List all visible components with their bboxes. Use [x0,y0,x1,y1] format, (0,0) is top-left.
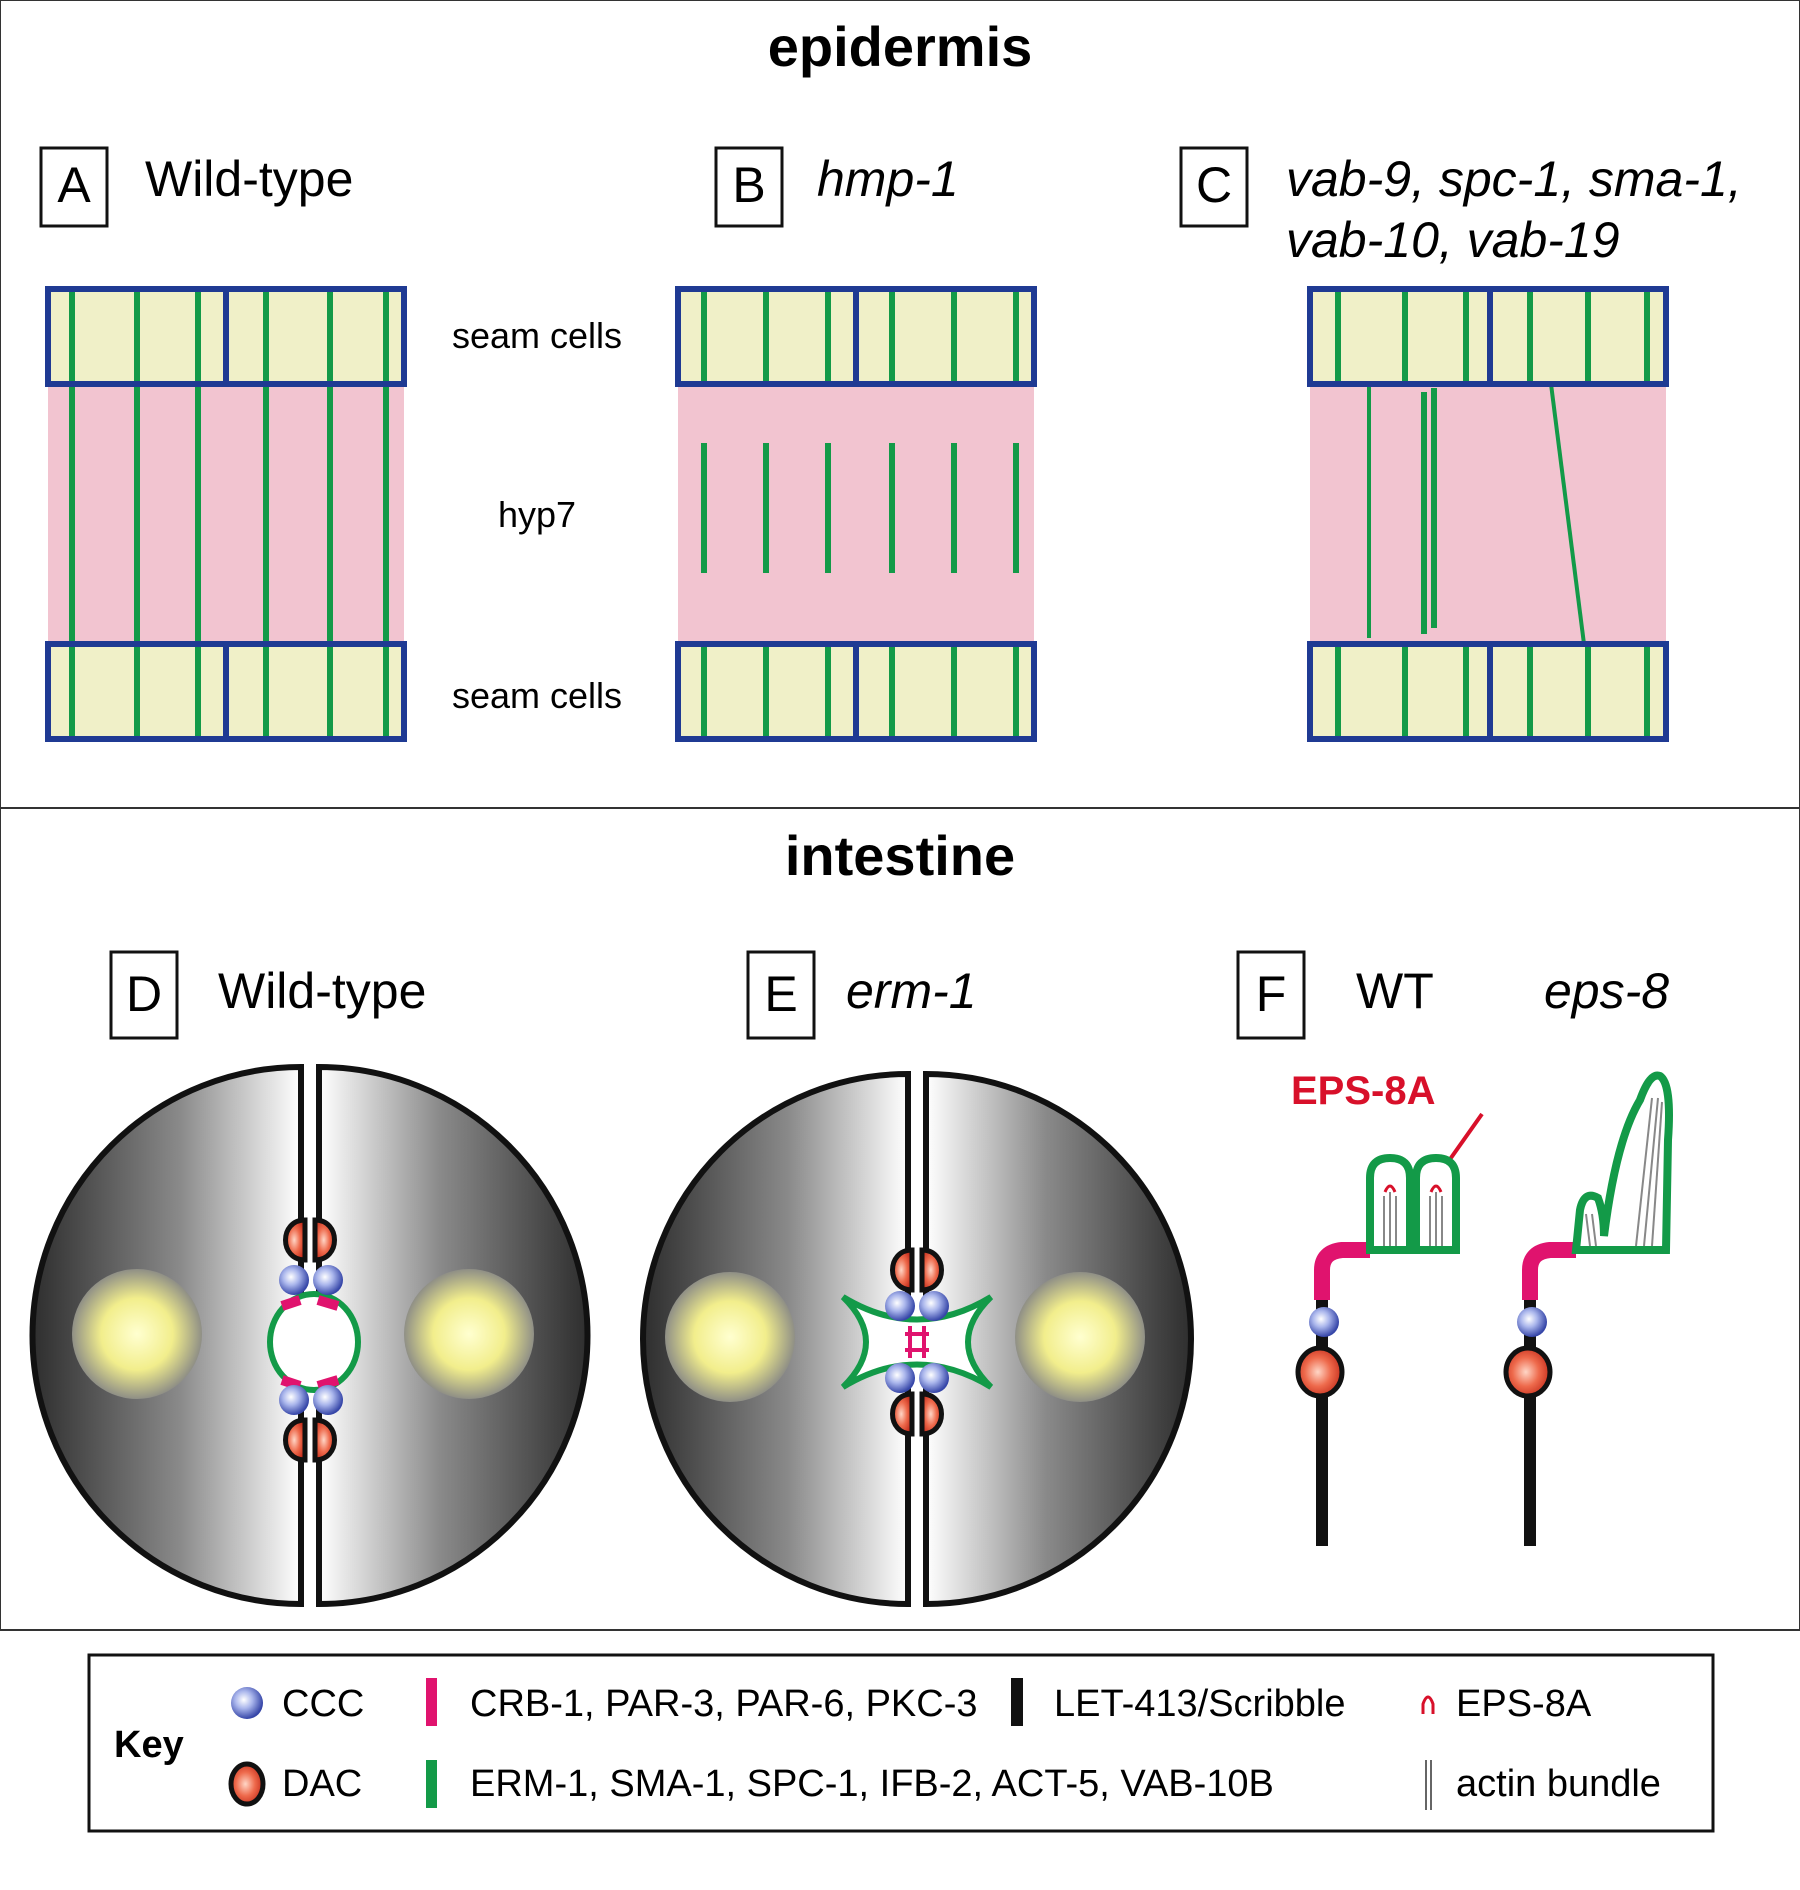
circumferential-actin-bundles [69,291,389,737]
panel-b-letter-box [714,146,784,228]
panel-b-letter: B [732,157,765,213]
nucleus-left [665,1272,795,1402]
panel-c-label-line2: vab-10, vab-19 [1286,212,1620,268]
eps8a-icon [1421,1695,1435,1714]
key-ccc-label: CCC [282,1683,364,1725]
panel-a-diagram [45,286,407,742]
hyp7-label: hyp7 [498,494,576,535]
green-bar-icon [426,1760,437,1808]
panel-e-letter: E [764,966,797,1022]
key-frame [87,1653,1715,1833]
panel-d-letter-box [109,950,179,1040]
key-legend: Key CCC DAC CRB-1, PAR-3, PAR-6, PKC-3 E… [87,1653,1715,1833]
key-item-erm1: ERM-1, SMA-1, SPC-1, IFB-2, ACT-5, VAB-1… [426,1760,1274,1808]
seam-actin-bundles [1335,291,1650,737]
nucleus-right [1015,1272,1145,1402]
detached-hyp7-actin-bundles [701,443,1019,573]
key-eps8a-label: EPS-8A [1456,1683,1592,1725]
hyp7-region [1310,384,1666,644]
ccc-icon [231,1687,263,1719]
disorganized-hyp7-actin-bundles [1367,383,1586,645]
panel-a-letter: A [57,157,91,213]
dac [1503,1345,1553,1399]
panel-c-diagram [1307,286,1669,742]
seam-cells-label-top: seam cells [452,315,622,356]
panel-e-letter-box [746,950,816,1040]
key-title: Key [114,1724,184,1766]
panel-d-diagram [29,1063,591,1608]
key-item-ccc: CCC [231,1683,364,1725]
panel-e-diagram [640,1070,1194,1608]
panel-d-label: Wild-type [218,963,426,1019]
nucleus-left [72,1269,202,1399]
panel-f-letter-box [1236,950,1306,1040]
panel-f-label-eps8: eps-8 [1544,963,1669,1019]
hyp7-region [678,384,1034,644]
eps8a-callout-label: EPS-8A [1291,1069,1436,1113]
dac-icon [228,1761,266,1807]
elongated-microvilli [1571,1071,1673,1254]
apical-polarity-complex [905,1326,929,1358]
panel-b-diagram [675,286,1037,742]
key-item-let413: LET-413/Scribble [1011,1678,1346,1726]
panel-c-letter-box [1179,146,1249,228]
black-bar-icon [1011,1678,1023,1726]
key-item-actin: actin bundle [1425,1760,1661,1810]
apical-polarity-complex [280,1295,340,1391]
key-let413-label: LET-413/Scribble [1054,1683,1346,1725]
seam-cell-borders [45,286,407,742]
panel-c-letter: C [1196,157,1232,213]
crb1-par-apical [1314,1242,1370,1300]
panel-c-label-line1: vab-9, spc-1, sma-1, [1286,151,1742,207]
epidermis-section: epidermis A Wild-type B hmp-1 C vab-9, s… [0,0,1800,809]
intestine-title: intestine [785,824,1015,887]
panel-e-label: erm-1 [846,963,977,1019]
seam-cell-borders [675,286,1037,742]
panel-f-diagram: EPS-8A [1291,1069,1673,1546]
magenta-bar-icon [426,1678,437,1726]
hyp7-region [48,384,404,644]
wt-cell-side [1295,1153,1460,1546]
intestine-section: intestine D Wild-type E erm-1 F WT eps-8 [0,807,1800,1631]
eps8-cell-side [1503,1071,1673,1546]
crb1-par-apical [1522,1242,1576,1300]
key-crb1-label: CRB-1, PAR-3, PAR-6, PKC-3 [470,1683,978,1725]
panel-f-letter: F [1256,966,1287,1022]
actin-bundles-eps8 [1585,1097,1663,1247]
panel-a-letter-box [39,146,109,228]
actin-bundles-wt [1383,1192,1443,1246]
key-erm1-label: ERM-1, SMA-1, SPC-1, IFB-2, ACT-5, VAB-1… [470,1763,1274,1805]
panel-f-label-wt: WT [1356,963,1434,1019]
apical-lumen-erm1 [267,1291,361,1393]
dac [1295,1345,1345,1399]
eps8a-caps [1383,1184,1443,1193]
panel-d-letter: D [126,966,162,1022]
wt-microvilli [1366,1153,1460,1254]
epidermis-title: epidermis [768,15,1033,78]
seam-cell-borders [1307,286,1669,742]
panel-a-label: Wild-type [145,151,353,207]
key-dac-label: DAC [282,1763,362,1805]
seam-cells-label-bottom: seam cells [452,675,622,716]
key-item-crb1: CRB-1, PAR-3, PAR-6, PKC-3 [426,1678,978,1726]
seam-actin-bundles [701,291,1019,737]
nucleus-right [404,1269,534,1399]
key-actin-label: actin bundle [1456,1763,1661,1805]
key-item-dac: DAC [228,1761,362,1807]
actin-bundle-icon [1425,1760,1432,1810]
panel-b-label: hmp-1 [817,151,959,207]
key-item-eps8a: EPS-8A [1421,1683,1592,1725]
